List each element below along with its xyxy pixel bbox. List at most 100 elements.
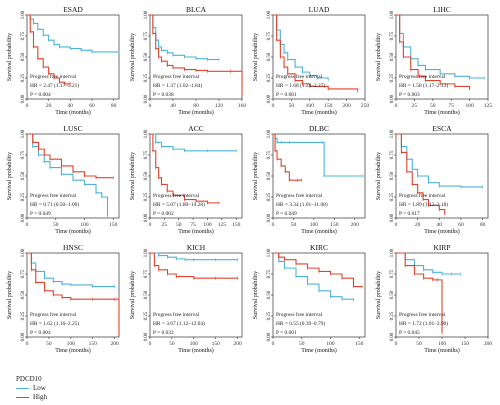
annotation-title: Progress free interval [399, 192, 446, 199]
y-tick-label: 0.75 [144, 269, 149, 278]
x-tick-label: 75 [448, 103, 454, 109]
y-tick-label: 0.50 [267, 171, 272, 180]
y-tick-label: 0.50 [144, 171, 149, 180]
x-tick-label: 150 [330, 222, 339, 228]
annotation-title: Progress free interval [30, 73, 77, 80]
x-tick-label: 150 [461, 341, 470, 347]
y-tick-label: 0.00 [390, 94, 395, 103]
y-tick-label: 0.75 [21, 150, 26, 159]
x-tick-label: 150 [324, 103, 333, 109]
y-tick-label: 0.00 [144, 94, 149, 103]
y-tick-label: 0.00 [21, 94, 26, 103]
x-tick-label: 200 [484, 341, 493, 347]
x-tick-label: 100 [310, 222, 319, 228]
panel-blca: BLCA 0.00 0.25 0.50 0.75 1.00 0 40 80 120 160 Time … [130, 5, 246, 116]
x-axis-label: Time (months) [55, 228, 91, 235]
annotation-title: Progress free interval [153, 311, 200, 318]
km-curve-high [27, 133, 114, 179]
hazard-ratio: HR = 5.07 (1.80–14.28) [153, 201, 205, 208]
y-tick-label: 0.50 [267, 52, 272, 61]
x-tick-label: 40 [437, 222, 443, 228]
annotation-title: Progress free interval [399, 311, 446, 318]
km-curve-high [396, 252, 443, 333]
x-tick-label: 0 [395, 103, 398, 109]
panel-title: ESCA [432, 124, 452, 133]
legend: PDCD10 Low High [16, 375, 106, 405]
annotation-title: Progress free interval [276, 73, 323, 80]
y-tick-label: 0.75 [390, 150, 395, 159]
y-tick-label: 0.75 [144, 150, 149, 159]
x-tick-label: 50 [169, 341, 175, 347]
y-tick-label: 0.50 [21, 171, 26, 180]
legend-label-high: High [33, 393, 47, 401]
x-tick-label: 60 [89, 103, 95, 109]
panel-title: ACC [188, 124, 203, 133]
x-tick-label: 100 [203, 222, 212, 228]
panel-esca: ESCA 0.00 0.25 0.50 0.75 1.00 0 20 40 60 80 Time (m… [376, 124, 489, 235]
km-curve-high [150, 252, 238, 279]
x-tick-label: 50 [46, 341, 52, 347]
y-tick-label: 0.50 [390, 171, 395, 180]
panel-title: KIRC [310, 243, 328, 252]
y-tick-label: 0.50 [390, 290, 395, 299]
y-tick-label: 0.25 [267, 192, 272, 201]
x-tick-label: 120 [215, 103, 224, 109]
x-tick-label: 40 [68, 103, 74, 109]
y-tick-label: 0.75 [267, 269, 272, 278]
y-axis-label: Survival probability [130, 33, 136, 81]
panel-title: DLBC [309, 124, 329, 133]
x-tick-label: 100 [306, 103, 315, 109]
p-value: P = 0.038 [153, 92, 174, 98]
x-tick-label: 200 [351, 222, 360, 228]
y-tick-label: 1.00 [21, 10, 26, 19]
y-tick-label: 0.75 [144, 31, 149, 40]
x-tick-label: 25 [412, 103, 418, 109]
km-curve-low [150, 133, 237, 152]
x-tick-label: 150 [212, 341, 221, 347]
y-axis-label: Survival probability [376, 152, 382, 200]
y-axis-label: Survival probability [7, 152, 13, 200]
x-tick-label: 0 [272, 222, 275, 228]
y-tick-label: 0.25 [390, 311, 395, 320]
y-tick-label: 0.50 [144, 52, 149, 61]
km-curve-high [273, 252, 363, 288]
hazard-ratio: HR = 1.58 (1.17–2.13) [399, 82, 448, 89]
y-tick-label: 1.00 [390, 129, 395, 138]
legend-label-low: Low [33, 384, 46, 392]
x-tick-label: 50 [416, 341, 422, 347]
km-curve-low [273, 14, 329, 80]
p-value: P = 0.049 [30, 211, 51, 217]
y-tick-label: 0.00 [144, 332, 149, 341]
km-curve-high [27, 14, 71, 85]
x-tick-label: 100 [465, 103, 474, 109]
x-tick-label: 0 [26, 341, 29, 347]
x-tick-label: 50 [299, 341, 305, 347]
y-tick-label: 1.00 [390, 248, 395, 257]
y-tick-label: 0.25 [21, 311, 26, 320]
y-tick-label: 0.75 [21, 269, 26, 278]
annotation-title: Progress free interval [276, 192, 323, 199]
x-tick-label: 80 [480, 222, 486, 228]
y-tick-label: 0.75 [390, 31, 395, 40]
y-axis-label: Survival probability [253, 33, 259, 81]
y-tick-label: 0.75 [21, 31, 26, 40]
x-axis-label: Time (months) [178, 347, 214, 354]
y-axis-label: Survival probability [130, 271, 136, 319]
x-tick-label: 50 [289, 103, 295, 109]
x-axis-label: Time (months) [301, 228, 337, 235]
annotation-title: Progress free interval [399, 73, 446, 80]
hazard-ratio: HR = 2.47 (1.17–5.21) [30, 82, 79, 89]
hazard-ratio: HR = 0.55 (0.39–0.79) [276, 320, 325, 327]
y-tick-label: 0.00 [267, 213, 272, 222]
y-tick-label: 0.25 [144, 311, 149, 320]
p-value: P = 0.032 [153, 330, 174, 336]
x-axis-label: Time (months) [424, 347, 460, 354]
x-tick-label: 0 [272, 103, 275, 109]
x-tick-label: 50 [291, 222, 297, 228]
panel-kirc: KIRC 0.00 0.25 0.50 0.75 1.00 0 50 100 150 Time (m… [253, 243, 366, 354]
y-tick-label: 0.25 [390, 192, 395, 201]
x-tick-label: 0 [149, 341, 152, 347]
x-tick-label: 0 [26, 103, 29, 109]
y-tick-label: 1.00 [21, 248, 26, 257]
x-tick-label: 100 [67, 341, 76, 347]
